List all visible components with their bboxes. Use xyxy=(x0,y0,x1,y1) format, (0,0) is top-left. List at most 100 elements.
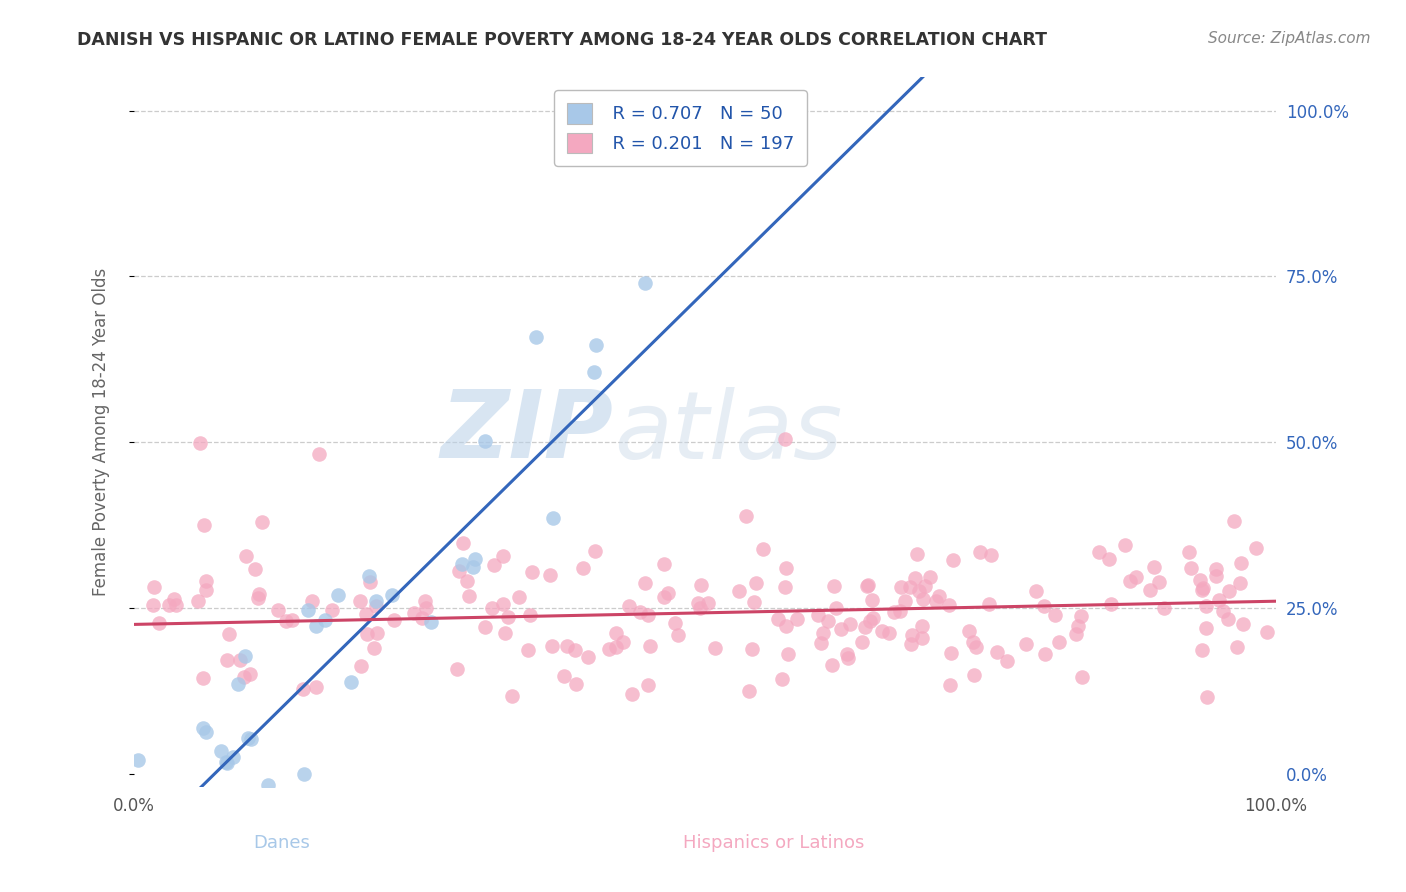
Point xyxy=(419,615,441,629)
Point xyxy=(520,565,543,579)
Point xyxy=(666,628,689,642)
Point xyxy=(218,626,240,640)
Point xyxy=(329,797,352,811)
Point xyxy=(464,552,486,566)
Point xyxy=(364,593,387,607)
Point xyxy=(538,568,561,582)
Point xyxy=(837,650,859,665)
Point xyxy=(738,683,761,698)
Point xyxy=(451,557,474,571)
Point xyxy=(741,642,763,657)
Point xyxy=(904,571,927,585)
Point xyxy=(449,564,471,578)
Point xyxy=(728,584,751,599)
Point xyxy=(501,690,523,704)
Point xyxy=(354,607,377,621)
Point xyxy=(830,623,852,637)
Point xyxy=(247,591,270,605)
Point xyxy=(209,744,232,758)
Point xyxy=(652,557,675,571)
Point xyxy=(1125,570,1147,584)
Point xyxy=(156,799,179,814)
Point xyxy=(634,575,657,590)
Point xyxy=(149,799,172,814)
Point xyxy=(963,667,986,681)
Point xyxy=(939,678,962,692)
Point xyxy=(404,606,426,620)
Point xyxy=(1205,569,1227,583)
Text: Danes: Danes xyxy=(253,834,309,852)
Point xyxy=(183,799,205,814)
Point xyxy=(193,721,215,735)
Point xyxy=(165,599,187,613)
Point xyxy=(366,625,388,640)
Point xyxy=(1244,541,1267,556)
Point xyxy=(617,599,640,613)
Point xyxy=(195,582,218,597)
Point xyxy=(901,628,924,642)
Point xyxy=(1099,597,1122,611)
Point xyxy=(752,541,775,556)
Point xyxy=(243,562,266,576)
Point xyxy=(1205,562,1227,576)
Point xyxy=(328,588,350,602)
Point xyxy=(156,799,179,814)
Point xyxy=(236,731,259,745)
Point xyxy=(883,605,905,619)
Point xyxy=(193,518,215,533)
Point xyxy=(911,618,934,632)
Point xyxy=(583,544,606,558)
Point xyxy=(1114,538,1136,552)
Point xyxy=(928,590,950,604)
Point xyxy=(1189,574,1212,588)
Point xyxy=(877,626,900,640)
Point xyxy=(297,603,319,617)
Point xyxy=(381,589,404,603)
Point xyxy=(366,599,388,613)
Point xyxy=(704,641,727,656)
Point xyxy=(1066,627,1088,641)
Text: ZIP: ZIP xyxy=(440,386,613,478)
Point xyxy=(129,799,152,814)
Point xyxy=(1153,601,1175,615)
Point xyxy=(451,536,474,550)
Point xyxy=(773,580,796,594)
Text: Hispanics or Latinos: Hispanics or Latinos xyxy=(682,834,865,852)
Point xyxy=(457,589,479,603)
Point xyxy=(382,613,405,627)
Point xyxy=(235,549,257,564)
Point xyxy=(256,778,278,792)
Point xyxy=(292,767,315,781)
Point xyxy=(1178,545,1201,559)
Point xyxy=(491,549,513,563)
Point xyxy=(1098,551,1121,566)
Point xyxy=(856,579,879,593)
Point xyxy=(1232,616,1254,631)
Point xyxy=(233,670,256,684)
Point xyxy=(1191,582,1213,597)
Point xyxy=(572,561,595,575)
Point xyxy=(1032,599,1054,613)
Point xyxy=(941,646,963,660)
Point xyxy=(162,592,184,607)
Point xyxy=(415,601,437,615)
Point xyxy=(191,671,214,685)
Point xyxy=(208,799,231,814)
Point xyxy=(628,605,651,619)
Point xyxy=(637,678,659,692)
Point xyxy=(957,624,980,638)
Point xyxy=(301,594,323,608)
Point xyxy=(938,598,960,612)
Point xyxy=(942,553,965,567)
Point xyxy=(637,607,659,622)
Point xyxy=(145,799,167,814)
Point xyxy=(356,627,378,641)
Point xyxy=(148,796,170,810)
Point xyxy=(620,687,643,701)
Point xyxy=(195,574,218,589)
Point xyxy=(281,613,304,627)
Legend:   R = 0.707   N = 50,   R = 0.201   N = 197: R = 0.707 N = 50, R = 0.201 N = 197 xyxy=(554,90,807,166)
Point xyxy=(1192,581,1215,595)
Point xyxy=(980,548,1002,562)
Point xyxy=(1226,640,1249,655)
